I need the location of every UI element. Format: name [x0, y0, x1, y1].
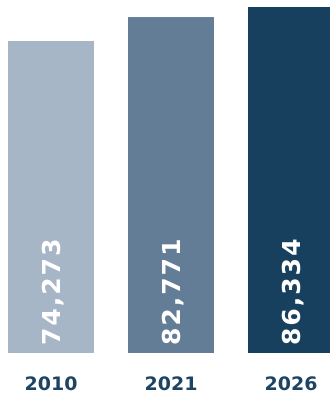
- x-tick-label-2026: 2026: [265, 373, 318, 395]
- bar-value-label-2026: 86,334: [277, 237, 306, 345]
- bar-2021: [128, 17, 214, 354]
- x-tick-label-2021: 2021: [145, 373, 198, 395]
- bar-2026: [248, 7, 330, 353]
- bar-value-label-2021: 82,771: [157, 237, 186, 345]
- x-tick-label-2010: 2010: [25, 373, 78, 395]
- bar-2010: [8, 41, 94, 353]
- bar-value-label-2010: 74,273: [37, 237, 66, 345]
